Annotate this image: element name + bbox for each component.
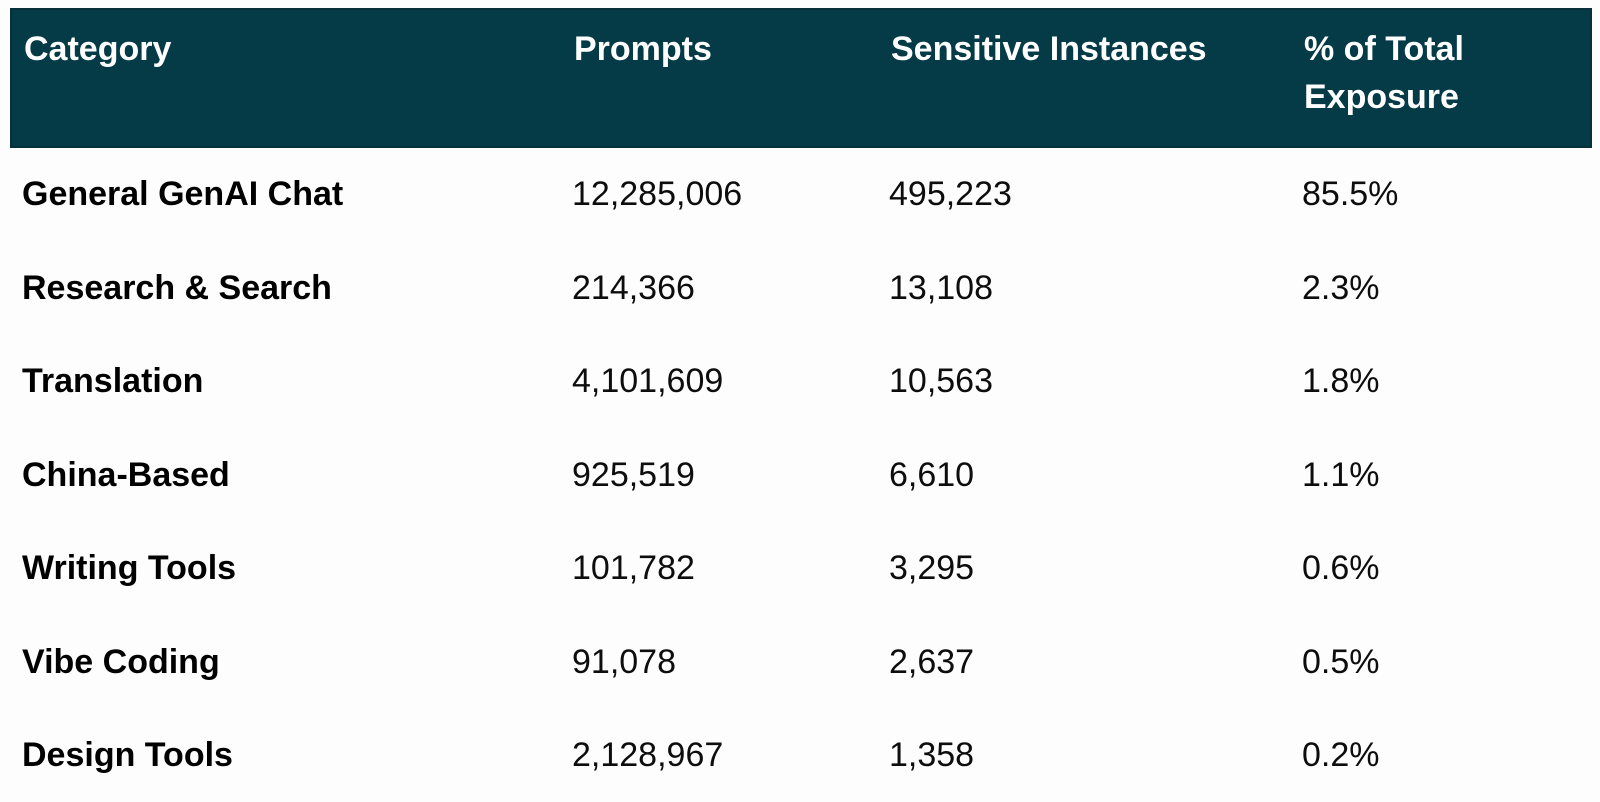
column-header-prompts: Prompts: [574, 30, 712, 68]
sensitive-instances-cell: 6,610: [889, 455, 975, 494]
sensitive-instances-cell: 1,358: [889, 736, 975, 775]
category-cell: General GenAI Chat: [22, 175, 344, 214]
table-body: General GenAI Chat 12,285,006 495,223 85…: [10, 148, 1592, 802]
table-row-design-tools: Design Tools 2,128,967 1,358 0.2%: [10, 709, 1592, 802]
category-cell: Translation: [22, 362, 204, 401]
pct-exposure-cell: 0.6%: [1302, 549, 1380, 588]
table-row-general-genai-chat: General GenAI Chat 12,285,006 495,223 85…: [10, 148, 1592, 242]
prompts-cell: 91,078: [572, 642, 676, 681]
table-header-row: Category Prompts Sensitive Instances % o…: [10, 8, 1592, 148]
exposure-table: Category Prompts Sensitive Instances % o…: [10, 8, 1592, 802]
pct-exposure-cell: 0.5%: [1302, 642, 1380, 681]
prompts-cell: 101,782: [572, 549, 695, 588]
pct-exposure-cell: 1.8%: [1302, 362, 1380, 401]
table-row-writing-tools: Writing Tools 101,782 3,295 0.6%: [10, 522, 1592, 616]
pct-exposure-cell: 1.1%: [1302, 455, 1380, 494]
column-header-category: Category: [24, 30, 172, 68]
sensitive-instances-cell: 495,223: [889, 175, 1012, 214]
pct-exposure-cell: 2.3%: [1302, 268, 1380, 307]
table-row-vibe-coding: Vibe Coding 91,078 2,637 0.5%: [10, 616, 1592, 710]
column-header-pct-of-total-exposure: % of Total Exposure: [1304, 30, 1464, 116]
sensitive-instances-cell: 3,295: [889, 549, 975, 588]
category-cell: Design Tools: [22, 736, 233, 775]
prompts-cell: 12,285,006: [572, 175, 743, 214]
table-row-translation: Translation 4,101,609 10,563 1.8%: [10, 335, 1592, 429]
table-row-china-based: China-Based 925,519 6,610 1.1%: [10, 429, 1592, 523]
pct-exposure-cell: 0.2%: [1302, 736, 1380, 775]
category-cell: Writing Tools: [22, 549, 237, 588]
sensitive-instances-cell: 10,563: [889, 362, 993, 401]
category-cell: Vibe Coding: [22, 642, 220, 681]
prompts-cell: 925,519: [572, 455, 695, 494]
column-header-sensitive-instances: Sensitive Instances: [891, 30, 1207, 68]
sensitive-instances-cell: 13,108: [889, 268, 993, 307]
pct-exposure-cell: 85.5%: [1302, 175, 1399, 214]
prompts-cell: 4,101,609: [572, 362, 724, 401]
prompts-cell: 214,366: [572, 268, 695, 307]
category-cell: Research & Search: [22, 268, 332, 307]
table-row-research-search: Research & Search 214,366 13,108 2.3%: [10, 242, 1592, 336]
sensitive-instances-cell: 2,637: [889, 642, 975, 681]
category-cell: China-Based: [22, 455, 230, 494]
prompts-cell: 2,128,967: [572, 736, 724, 775]
